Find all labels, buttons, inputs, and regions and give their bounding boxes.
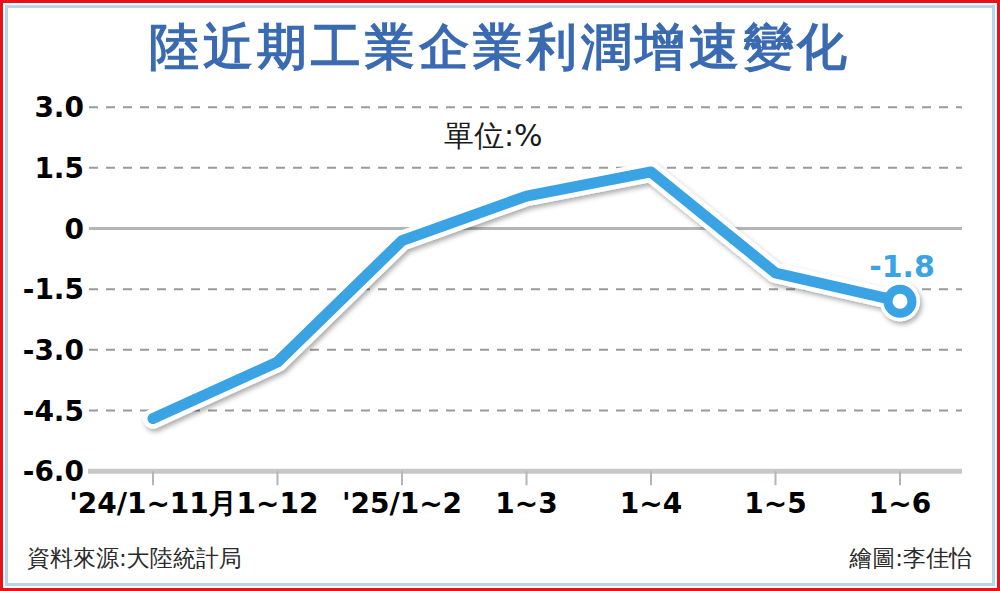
infographic-card: 3.0 1.5 0 -1.5 -3.0 -4.5 -6.0'24/1~11月1~12 '25/… [0,0,1000,591]
y-tick-label: -4.5 [23,395,84,428]
y-tick-label: -6.0 [23,455,84,488]
y-tick-label: 3.0 [34,91,84,124]
last-point-marker [888,289,912,313]
line-chart: 3.0 1.5 0 -1.5 -3.0 -4.5 -6.0'24/1~11月1~12 '25/… [0,0,1000,591]
unit-label: 單位:% [444,116,543,157]
profit-growth-line [153,172,900,419]
x-tick-label: 1~3 [495,487,557,520]
line-casing [153,172,920,419]
source-credit: 資料來源:大陸統計局 [27,543,242,574]
x-tick-label: '24/1~11月 [69,487,237,520]
illustrator-credit: 繪圖:李佳怡 [849,543,972,574]
x-tick-label: 1~5 [744,487,806,520]
y-tick-label: -3.0 [23,334,84,367]
y-tick-label: -1.5 [23,273,84,306]
last-point-value-label: -1.8 [869,249,935,284]
y-tick-label: 0 [65,213,84,246]
x-tick-label: 1~4 [620,487,682,520]
x-tick-label: 1~6 [869,487,931,520]
x-tick-label: 1~12 [237,487,319,520]
page-title: 陸近期工業企業利潤增速變化 [0,14,1000,81]
y-tick-label: 1.5 [34,152,84,185]
x-tick-label: '25/1~2 [342,487,462,520]
